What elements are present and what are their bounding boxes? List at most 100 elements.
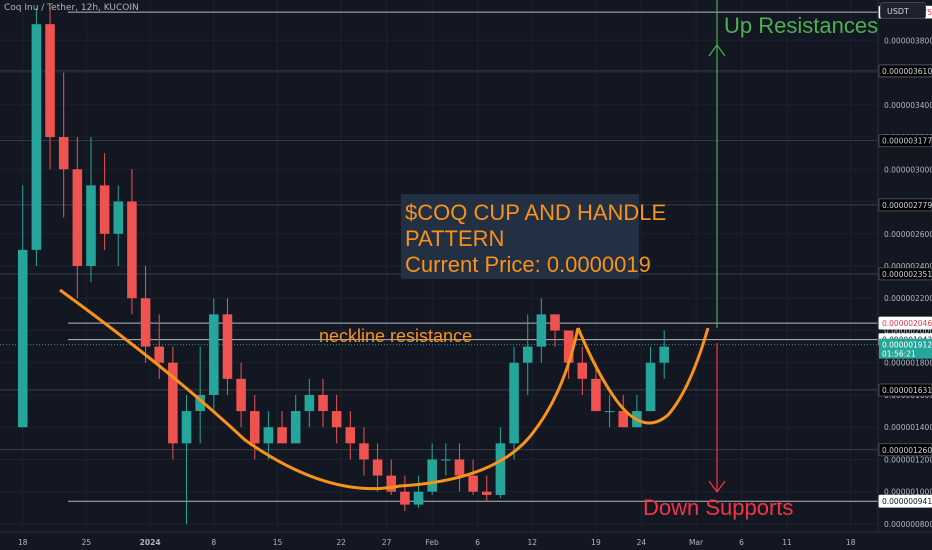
- price-level-tag-label: 0.000003177: [882, 137, 932, 146]
- price-level-tag-label: 0.000002779: [882, 201, 932, 210]
- candle-body: [249, 411, 260, 444]
- handle-curve: [576, 327, 710, 425]
- candle-body: [318, 394, 328, 412]
- price-level-tag-label: 0.000000941: [882, 497, 932, 506]
- neckline-label: neckline resistance: [319, 326, 472, 346]
- candle-body: [236, 378, 246, 412]
- x-tick-label: Feb: [426, 538, 440, 547]
- price-level-tag: [878, 494, 932, 508]
- candle-body: [31, 24, 42, 250]
- candle-body: [113, 201, 124, 234]
- candle-body: [99, 185, 110, 234]
- horizontal-levels: [0, 11, 878, 502]
- price-level-tag: [878, 443, 932, 457]
- x-tick-label: 15: [273, 538, 283, 547]
- y-tick-label: 0.000002600: [884, 230, 932, 239]
- note-line-2: PATTERN: [405, 226, 504, 251]
- x-tick-label: 6: [475, 538, 480, 547]
- x-tick-label: 11: [782, 538, 792, 547]
- candle-body: [441, 459, 451, 461]
- candle-body: [222, 314, 233, 379]
- candle-body: [522, 346, 533, 363]
- currency-selector[interactable]: USDT: [880, 2, 926, 19]
- y-tick-label: 0.000001800: [884, 359, 932, 368]
- candle-body: [468, 475, 478, 492]
- candle-body: [263, 427, 274, 444]
- down-arrow-head: [708, 480, 726, 494]
- y-tick-label: 0.000002400: [884, 262, 932, 271]
- candle-body: [140, 298, 151, 347]
- candle-body: [127, 201, 137, 299]
- candle-body: [577, 362, 588, 379]
- candle-body: [58, 137, 69, 170]
- candle-body: [277, 427, 287, 444]
- candle-body: [645, 362, 656, 412]
- price-level-tag: [878, 316, 932, 330]
- price-level-tags: 0.0000039750.0000036100.0000031770.00000…: [878, 5, 932, 508]
- candle-body: [290, 411, 301, 444]
- x-tick-label: 24: [637, 538, 647, 547]
- time-axis[interactable]: 18 25 2024 8 15 22 27 Feb 6 12 19 24 Mar 6 11 18: [18, 538, 856, 547]
- candle-body: [372, 459, 383, 476]
- y-tick-label: 0.000002200: [884, 294, 932, 303]
- y-tick-label: 0.000001200: [884, 455, 932, 464]
- candle-body: [550, 314, 560, 331]
- candle-body: [86, 185, 96, 266]
- candle-body: [618, 411, 629, 428]
- down-supports-label: Down Supports: [643, 495, 793, 520]
- candle-body: [195, 394, 205, 412]
- candle-body: [659, 346, 669, 363]
- candle-body: [563, 330, 574, 363]
- x-tick-label: 25: [82, 538, 92, 547]
- candle-body: [17, 249, 28, 428]
- x-tick-label: 18: [846, 538, 856, 547]
- price-level-tag-label: 0.000002046: [882, 319, 932, 328]
- symbol-title[interactable]: Coq Inu / Tether, 12h, KUCOIN: [4, 3, 139, 13]
- x-tick-label: 18: [18, 538, 28, 547]
- candle-body: [45, 24, 55, 138]
- x-tick-label: 6: [739, 538, 744, 547]
- candle-body: [209, 314, 219, 395]
- price-level-tag-label: 0.000001631: [882, 386, 932, 395]
- candle-body: [386, 475, 397, 492]
- y-tick-label: 0.000002000: [884, 326, 932, 335]
- y-tick-label: 0.000001400: [884, 423, 932, 432]
- price-level-tag: [878, 383, 932, 397]
- candle-body: [427, 459, 437, 492]
- candle-body: [413, 491, 424, 505]
- current-price-label: 0.000001912: [882, 341, 932, 350]
- price-level-tag: [878, 134, 932, 148]
- candle-body: [345, 427, 356, 444]
- note-box[interactable]: [401, 194, 639, 279]
- candle-body: [331, 411, 342, 428]
- price-level-tag: [878, 267, 932, 281]
- candlestick-series: [17, 8, 669, 524]
- candle-body: [181, 411, 192, 444]
- x-tick-label: Mar: [689, 538, 704, 547]
- candle-body: [604, 411, 615, 413]
- y-tick-label: 0.000000800: [884, 520, 932, 529]
- note-line-3: Current Price: 0.0000019: [405, 252, 651, 277]
- candle-body: [536, 314, 547, 347]
- x-tick-label: 19: [591, 538, 601, 547]
- y-tick-label: 0.000003400: [884, 101, 932, 110]
- cup-curve: [59, 288, 580, 491]
- y-tick-label: 0.000001000: [884, 488, 932, 497]
- current-price-tag: [879, 338, 932, 359]
- candle-body: [509, 362, 519, 444]
- y-tick-label: 0.000003800: [884, 36, 932, 45]
- note-line-1: $COQ CUP AND HANDLE: [405, 200, 666, 225]
- y-tick-label: 0.000003000: [884, 165, 932, 174]
- candle-body: [495, 443, 506, 495]
- drawings: [59, 0, 726, 494]
- price-level-tag-label: 0.000001260: [882, 446, 932, 455]
- up-arrow-head: [708, 43, 726, 57]
- price-level-tag: [878, 198, 932, 212]
- candle-body: [72, 169, 83, 266]
- candle-body: [359, 443, 369, 460]
- x-tick-label: 22: [336, 538, 346, 547]
- x-tick-label: 12: [527, 538, 537, 547]
- candle-body: [168, 362, 178, 444]
- price-level-tag: [878, 64, 932, 78]
